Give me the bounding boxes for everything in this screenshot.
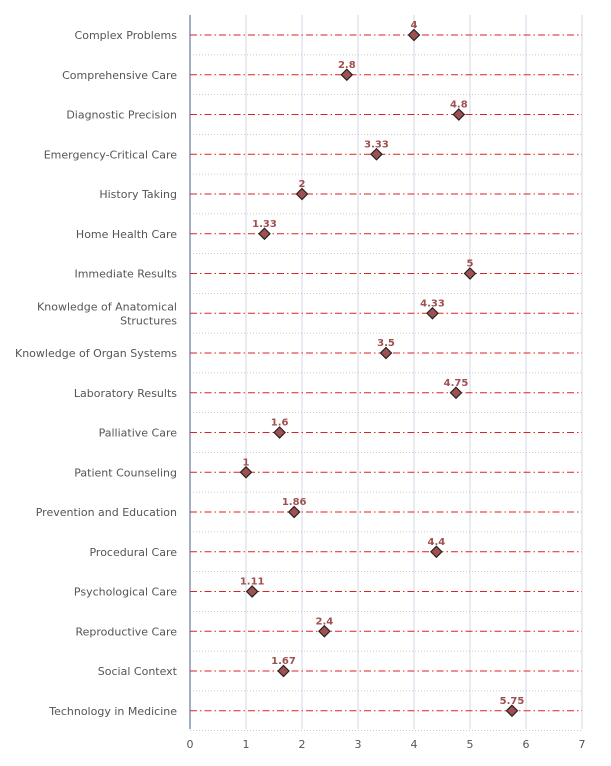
data-point-marker xyxy=(340,68,354,82)
data-value-label: 1.33 xyxy=(252,219,277,230)
data-value-label: 4.4 xyxy=(428,537,446,548)
data-value-label: 4 xyxy=(411,20,418,31)
data-value-label: 2.8 xyxy=(338,60,356,71)
data-value-label: 5.75 xyxy=(500,696,525,707)
data-value-label: 4.33 xyxy=(420,298,445,309)
x-tick-label: 7 xyxy=(579,738,586,751)
x-tick-label: 3 xyxy=(355,738,362,751)
category-labels: Complex Problems Comprehensive Care Diagno… xyxy=(15,29,178,718)
category-label: Home Health Care xyxy=(76,228,177,241)
category-label: Prevention and Education xyxy=(36,506,177,519)
data-value-label: 3.5 xyxy=(377,338,395,349)
category-label: Palliative Care xyxy=(99,427,178,440)
x-tick-label: 0 xyxy=(187,738,194,751)
data-point-marker xyxy=(463,267,477,280)
category-label: Structures xyxy=(120,314,177,327)
category-label: Patient Counseling xyxy=(74,466,177,479)
data-point-marker xyxy=(239,465,253,479)
data-point-marker xyxy=(258,227,271,241)
data-point-marker xyxy=(449,386,463,400)
category-label: Emergency-Critical Care xyxy=(44,148,177,161)
data-point-marker xyxy=(245,585,259,598)
x-tick-label: 1 xyxy=(243,738,250,751)
data-value-label: 4.75 xyxy=(444,378,469,389)
value-labels: 4 2.8 4.8 3.33 2 1.33 5 4.33 3.5 4.75 1.6 1 1.86 4.4 1… xyxy=(240,20,525,707)
data-point-marker xyxy=(318,624,331,638)
category-label: Laboratory Results xyxy=(74,387,177,400)
markers xyxy=(239,28,519,718)
category-label: Knowledge of Organ Systems xyxy=(15,347,177,360)
x-tick-label: 2 xyxy=(299,738,306,751)
category-label: Reproductive Care xyxy=(75,625,177,638)
data-point-marker xyxy=(505,704,519,718)
data-value-label: 2 xyxy=(299,179,306,190)
category-label: Knowledge of Anatomical xyxy=(37,300,177,313)
category-label: Complex Problems xyxy=(75,29,178,42)
category-label: History Taking xyxy=(99,188,177,201)
x-tick-label: 4 xyxy=(411,738,418,751)
data-value-label: 1.11 xyxy=(240,577,265,588)
data-point-marker xyxy=(295,187,309,201)
data-value-label: 5 xyxy=(467,259,474,270)
data-value-label: 1.67 xyxy=(271,656,296,667)
category-label: Diagnostic Precision xyxy=(66,109,177,122)
data-point-marker xyxy=(426,306,439,320)
data-value-label: 3.33 xyxy=(364,139,389,150)
category-label: Social Context xyxy=(98,665,178,678)
data-point-marker xyxy=(287,505,301,519)
data-point-marker xyxy=(370,147,383,161)
x-axis-ticks: 0 1 2 3 4 5 6 7 xyxy=(187,738,586,751)
category-label: Technology in Medicine xyxy=(48,705,177,718)
data-value-label: 4.8 xyxy=(450,100,468,111)
data-point-marker xyxy=(273,426,286,439)
x-tick-label: 5 xyxy=(467,738,474,751)
data-point-marker xyxy=(452,108,466,121)
data-point-marker xyxy=(430,545,443,559)
data-value-label: 2.4 xyxy=(316,616,334,627)
data-point-marker xyxy=(277,664,290,678)
data-value-label: 1.86 xyxy=(282,497,307,508)
data-point-marker xyxy=(379,346,393,360)
category-label: Procedural Care xyxy=(89,546,177,559)
category-label: Comprehensive Care xyxy=(62,69,177,82)
category-label: Psychological Care xyxy=(74,586,177,599)
grid-layer xyxy=(189,15,583,732)
data-value-label: 1 xyxy=(243,457,250,468)
category-label: Immediate Results xyxy=(74,268,177,281)
x-tick-label: 6 xyxy=(523,738,530,751)
data-point-marker xyxy=(407,28,421,42)
data-value-label: 1.6 xyxy=(271,418,289,429)
